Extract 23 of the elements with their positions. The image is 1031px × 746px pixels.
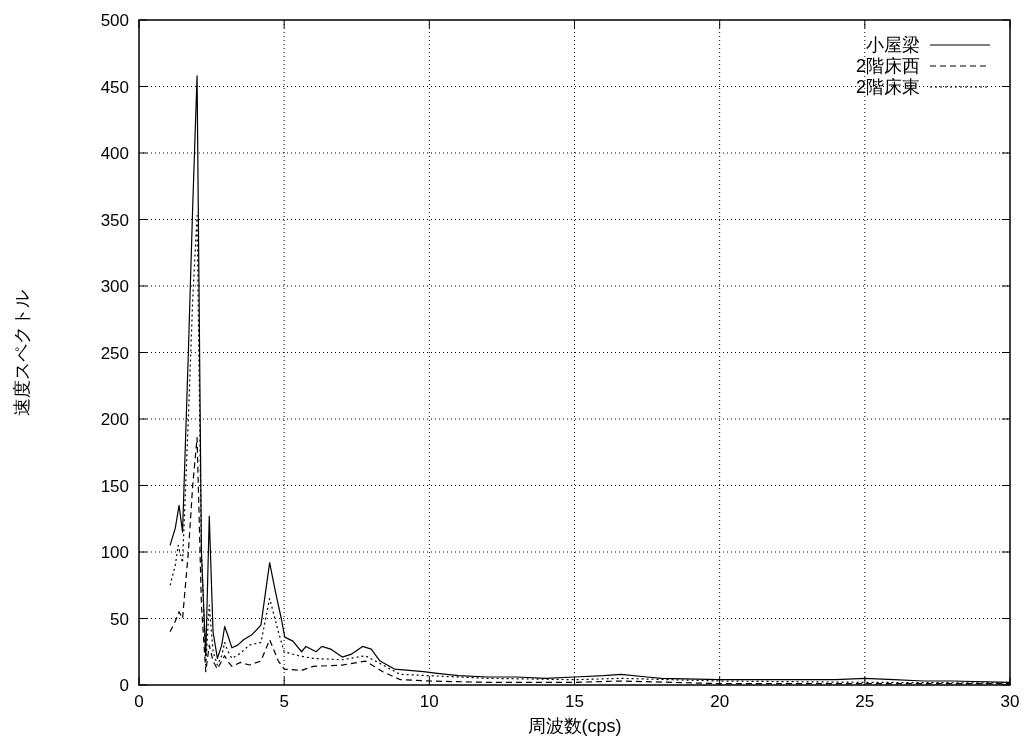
y-tick-label: 300 (100, 277, 129, 296)
x-tick-label: 20 (710, 692, 730, 711)
x-tick-label: 10 (419, 692, 439, 711)
y-tick-label: 0 (119, 676, 129, 695)
x-tick-label: 15 (565, 692, 584, 711)
legend-label: 小屋梁 (866, 35, 920, 55)
y-tick-label: 100 (100, 543, 129, 562)
y-tick-label: 50 (110, 609, 129, 629)
x-tick-label: 25 (855, 692, 875, 711)
y-tick-label: 500 (100, 11, 129, 30)
x-tick-label: 30 (1000, 692, 1020, 711)
y-tick-label: 350 (100, 210, 129, 230)
legend-label: 2階床東 (855, 77, 920, 97)
legend-label: 2階床西 (855, 56, 920, 76)
x-axis-title: 周波数(cps) (527, 716, 622, 736)
y-tick-label: 400 (100, 144, 129, 163)
x-tick-label: 5 (279, 692, 289, 711)
x-tick-label: 0 (134, 692, 144, 711)
y-tick-label: 150 (100, 476, 129, 496)
y-tick-label: 450 (100, 77, 129, 97)
y-tick-label: 200 (100, 410, 129, 429)
y-tick-label: 250 (100, 343, 129, 363)
y-axis-title: 速度スペクトル (12, 289, 32, 416)
